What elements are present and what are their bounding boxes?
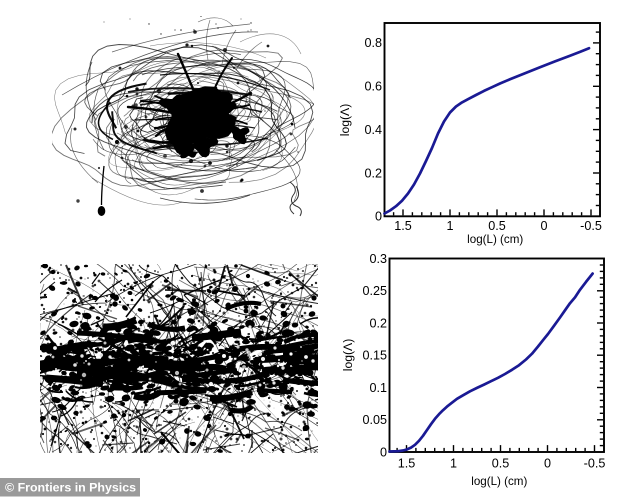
- svg-text:0.2: 0.2: [364, 166, 382, 180]
- svg-text:0.15: 0.15: [362, 349, 387, 363]
- svg-text:0.25: 0.25: [362, 284, 387, 298]
- svg-text:1: 1: [446, 219, 453, 233]
- svg-text:log(Λ): log(Λ): [341, 339, 355, 372]
- svg-text:1: 1: [450, 457, 457, 471]
- svg-text:0.1: 0.1: [369, 381, 387, 395]
- svg-text:-0.5: -0.5: [580, 219, 602, 233]
- svg-text:0: 0: [380, 445, 387, 459]
- svg-text:© Frontiers in Physics: © Frontiers in Physics: [5, 481, 136, 495]
- svg-text:0.3: 0.3: [369, 252, 387, 266]
- svg-text:log(L) (cm): log(L) (cm): [467, 233, 523, 246]
- svg-text:0.5: 0.5: [488, 219, 506, 233]
- svg-text:0: 0: [375, 210, 382, 224]
- svg-text:0: 0: [544, 457, 551, 471]
- svg-text:-0.5: -0.5: [584, 457, 606, 471]
- svg-text:1.5: 1.5: [394, 219, 412, 233]
- svg-text:0.6: 0.6: [364, 80, 382, 94]
- svg-text:0: 0: [540, 219, 547, 233]
- svg-text:0.5: 0.5: [492, 457, 510, 471]
- svg-text:1.5: 1.5: [398, 457, 416, 471]
- svg-text:0.05: 0.05: [362, 413, 387, 427]
- svg-text:log(L) (cm): log(L) (cm): [471, 475, 527, 488]
- svg-text:log(Λ): log(Λ): [338, 104, 352, 137]
- svg-text:0.2: 0.2: [369, 316, 387, 330]
- svg-text:0.4: 0.4: [364, 123, 382, 137]
- svg-text:0.8: 0.8: [364, 36, 382, 50]
